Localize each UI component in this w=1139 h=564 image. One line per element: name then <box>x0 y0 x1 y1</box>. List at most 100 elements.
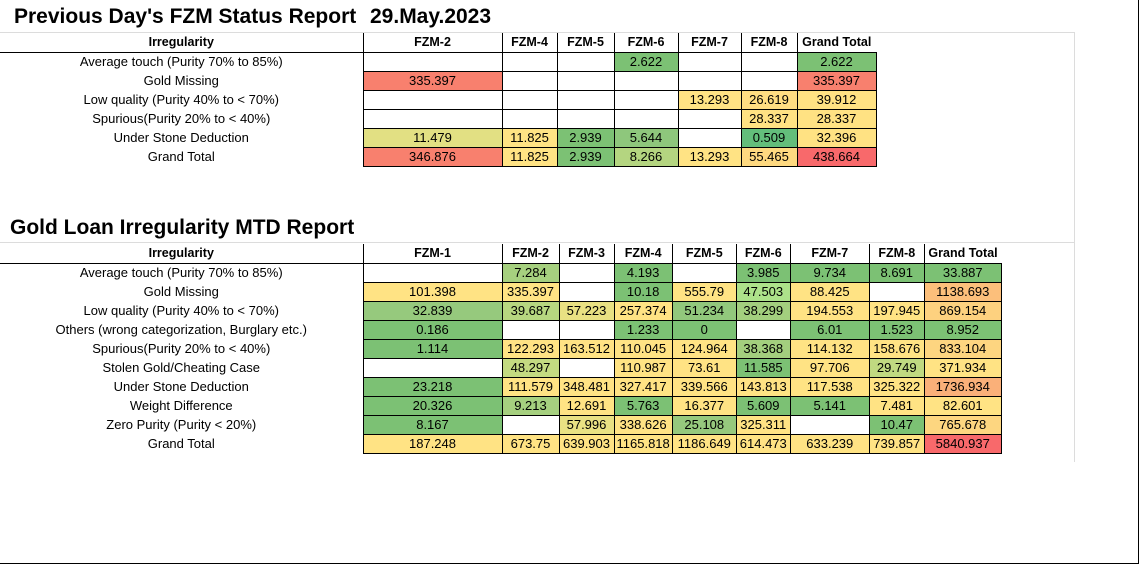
value-cell[interactable]: 0.509 <box>740 127 798 148</box>
value-cell[interactable]: 325.322 <box>868 376 925 397</box>
value-cell[interactable]: 7.284 <box>501 262 560 283</box>
value-cell[interactable] <box>613 108 679 129</box>
value-cell[interactable]: 32.396 <box>796 127 877 148</box>
value-cell[interactable]: 158.676 <box>868 338 925 359</box>
value-cell[interactable] <box>501 108 558 129</box>
value-cell[interactable]: 325.311 <box>735 414 791 435</box>
value-cell[interactable] <box>362 262 503 283</box>
value-cell[interactable]: 555.79 <box>671 281 737 302</box>
value-cell[interactable]: 257.374 <box>613 300 673 321</box>
value-cell[interactable]: 2.622 <box>796 51 877 72</box>
value-cell[interactable] <box>677 108 742 129</box>
value-cell[interactable] <box>735 319 791 340</box>
value-cell[interactable]: 23.218 <box>362 376 503 397</box>
value-cell[interactable]: 28.337 <box>796 108 877 129</box>
value-cell[interactable]: 2.622 <box>613 51 679 72</box>
value-cell[interactable]: 335.397 <box>796 70 877 91</box>
value-cell[interactable]: 633.239 <box>789 433 870 454</box>
value-cell[interactable]: 20.326 <box>362 395 503 416</box>
value-cell[interactable]: 25.108 <box>671 414 737 435</box>
value-cell[interactable]: 5840.937 <box>923 433 1002 454</box>
value-cell[interactable]: 5.763 <box>613 395 673 416</box>
value-cell[interactable]: 5.644 <box>613 127 679 148</box>
value-cell[interactable]: 833.104 <box>923 338 1002 359</box>
value-cell[interactable]: 335.397 <box>501 281 560 302</box>
value-cell[interactable]: 39.687 <box>501 300 560 321</box>
value-cell[interactable]: 114.132 <box>789 338 870 359</box>
value-cell[interactable]: 0.186 <box>362 319 503 340</box>
value-cell[interactable]: 38.368 <box>735 338 791 359</box>
value-cell[interactable]: 117.538 <box>789 376 870 397</box>
value-cell[interactable]: 163.512 <box>558 338 615 359</box>
value-cell[interactable]: 13.293 <box>677 89 742 110</box>
value-cell[interactable]: 2.939 <box>556 127 615 148</box>
value-cell[interactable]: 335.397 <box>362 70 503 91</box>
value-cell[interactable] <box>362 108 503 129</box>
value-cell[interactable]: 13.293 <box>677 146 742 167</box>
value-cell[interactable]: 57.996 <box>558 414 615 435</box>
value-cell[interactable]: 346.876 <box>362 146 503 167</box>
value-cell[interactable]: 8.952 <box>923 319 1002 340</box>
value-cell[interactable]: 869.154 <box>923 300 1002 321</box>
value-cell[interactable]: 110.987 <box>613 357 673 378</box>
value-cell[interactable]: 38.299 <box>735 300 791 321</box>
value-cell[interactable]: 8.691 <box>868 262 925 283</box>
value-cell[interactable]: 97.706 <box>789 357 870 378</box>
value-cell[interactable]: 47.503 <box>735 281 791 302</box>
value-cell[interactable]: 88.425 <box>789 281 870 302</box>
value-cell[interactable] <box>613 70 679 91</box>
value-cell[interactable]: 197.945 <box>868 300 925 321</box>
value-cell[interactable]: 1186.649 <box>671 433 737 454</box>
value-cell[interactable]: 122.293 <box>501 338 560 359</box>
value-cell[interactable]: 8.266 <box>613 146 679 167</box>
value-cell[interactable]: 16.377 <box>671 395 737 416</box>
value-cell[interactable]: 4.193 <box>613 262 673 283</box>
value-cell[interactable] <box>558 319 615 340</box>
value-cell[interactable] <box>613 89 679 110</box>
value-cell[interactable] <box>558 357 615 378</box>
value-cell[interactable]: 1736.934 <box>923 376 1002 397</box>
value-cell[interactable]: 7.481 <box>868 395 925 416</box>
value-cell[interactable]: 48.297 <box>501 357 560 378</box>
value-cell[interactable]: 327.417 <box>613 376 673 397</box>
value-cell[interactable]: 5.609 <box>735 395 791 416</box>
value-cell[interactable]: 11.825 <box>501 127 558 148</box>
value-cell[interactable] <box>789 414 870 435</box>
value-cell[interactable]: 82.601 <box>923 395 1002 416</box>
value-cell[interactable]: 8.167 <box>362 414 503 435</box>
value-cell[interactable]: 39.912 <box>796 89 877 110</box>
value-cell[interactable]: 10.47 <box>868 414 925 435</box>
value-cell[interactable]: 1138.693 <box>923 281 1002 302</box>
value-cell[interactable]: 639.903 <box>558 433 615 454</box>
value-cell[interactable] <box>362 357 503 378</box>
value-cell[interactable]: 5.141 <box>789 395 870 416</box>
value-cell[interactable] <box>362 89 503 110</box>
value-cell[interactable]: 614.473 <box>735 433 791 454</box>
value-cell[interactable] <box>558 281 615 302</box>
value-cell[interactable] <box>501 319 560 340</box>
value-cell[interactable]: 338.626 <box>613 414 673 435</box>
value-cell[interactable]: 26.619 <box>740 89 798 110</box>
value-cell[interactable] <box>671 262 737 283</box>
value-cell[interactable]: 32.839 <box>362 300 503 321</box>
value-cell[interactable]: 12.691 <box>558 395 615 416</box>
value-cell[interactable]: 57.223 <box>558 300 615 321</box>
value-cell[interactable]: 6.01 <box>789 319 870 340</box>
value-cell[interactable] <box>501 89 558 110</box>
value-cell[interactable]: 101.398 <box>362 281 503 302</box>
value-cell[interactable]: 11.825 <box>501 146 558 167</box>
value-cell[interactable]: 110.045 <box>613 338 673 359</box>
value-cell[interactable] <box>677 51 742 72</box>
value-cell[interactable]: 194.553 <box>789 300 870 321</box>
value-cell[interactable]: 1.114 <box>362 338 503 359</box>
value-cell[interactable]: 765.678 <box>923 414 1002 435</box>
value-cell[interactable]: 1165.818 <box>613 433 673 454</box>
value-cell[interactable]: 3.985 <box>735 262 791 283</box>
value-cell[interactable] <box>677 127 742 148</box>
value-cell[interactable]: 29.749 <box>868 357 925 378</box>
value-cell[interactable]: 348.481 <box>558 376 615 397</box>
value-cell[interactable]: 51.234 <box>671 300 737 321</box>
value-cell[interactable]: 28.337 <box>740 108 798 129</box>
value-cell[interactable] <box>501 414 560 435</box>
value-cell[interactable]: 143.813 <box>735 376 791 397</box>
